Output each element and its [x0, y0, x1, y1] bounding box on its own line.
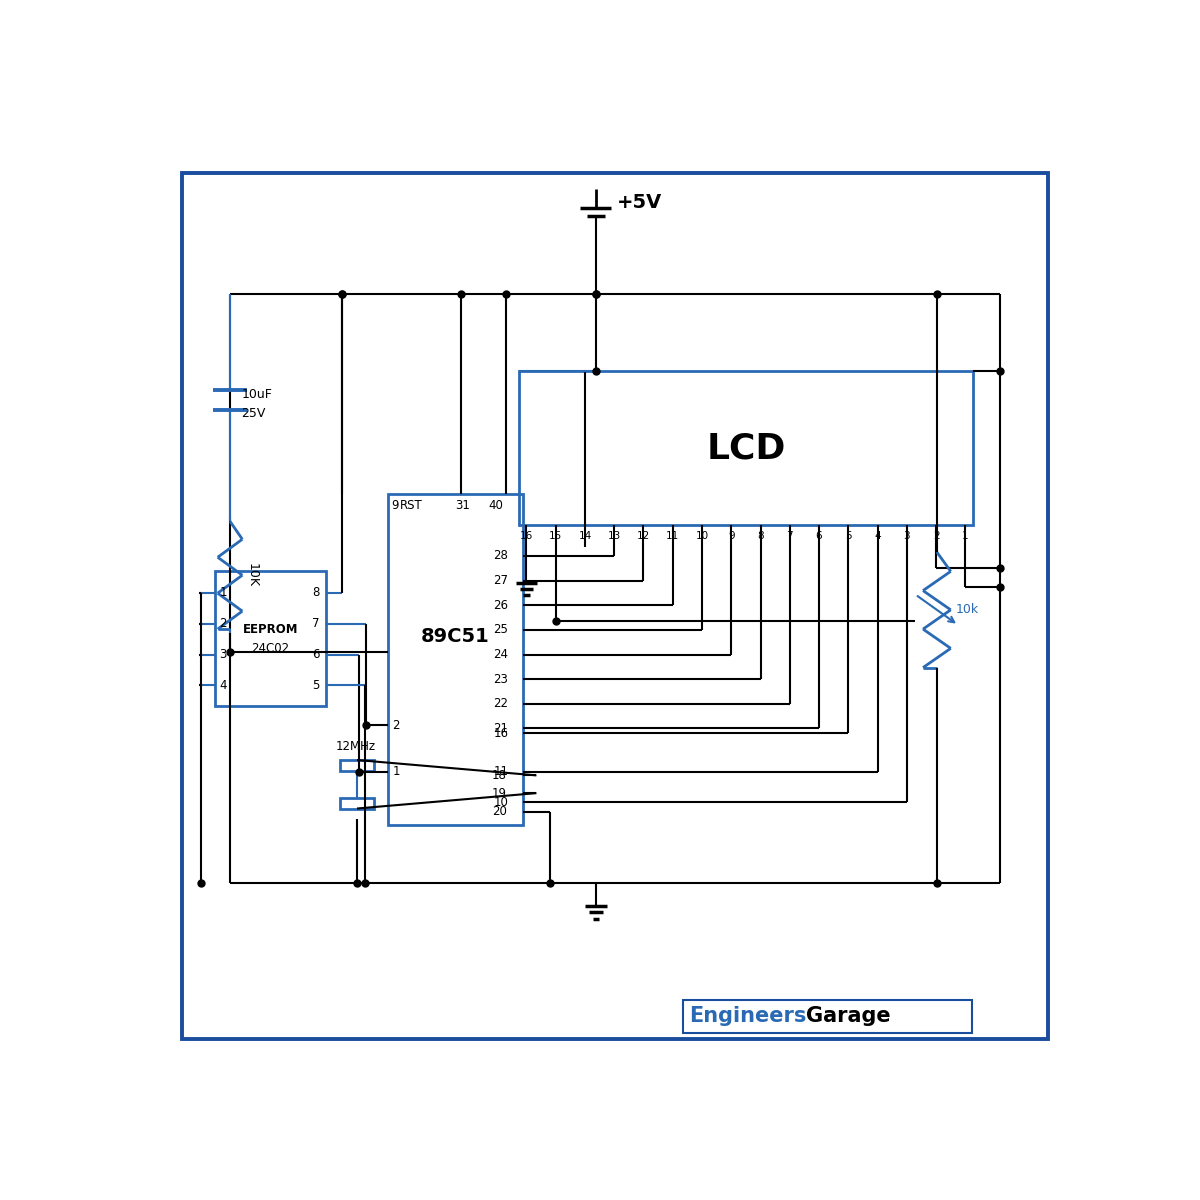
Text: 6: 6 — [312, 648, 320, 661]
Text: 27: 27 — [493, 574, 509, 587]
Text: 10K: 10K — [246, 563, 258, 587]
Text: 12MHz: 12MHz — [336, 739, 376, 752]
Text: 1: 1 — [962, 530, 968, 541]
Text: EEPROM: EEPROM — [242, 623, 298, 636]
Text: 5: 5 — [845, 530, 852, 541]
Text: 16: 16 — [520, 530, 533, 541]
Text: 25: 25 — [493, 623, 509, 636]
Text: 31: 31 — [456, 499, 470, 511]
Text: 14: 14 — [578, 530, 592, 541]
Text: 26: 26 — [493, 599, 509, 612]
Text: 9: 9 — [728, 530, 734, 541]
Text: RST: RST — [400, 499, 422, 511]
Text: 19: 19 — [492, 787, 506, 799]
Text: 2: 2 — [932, 530, 940, 541]
Text: 11: 11 — [666, 530, 679, 541]
Text: 13: 13 — [607, 530, 620, 541]
Text: 12: 12 — [637, 530, 650, 541]
Bar — [340, 760, 374, 770]
Text: 11: 11 — [493, 766, 509, 778]
Text: 40: 40 — [488, 499, 503, 511]
Text: Engineers: Engineers — [689, 1007, 806, 1026]
Text: 20: 20 — [492, 805, 506, 818]
Text: 24: 24 — [493, 648, 509, 661]
Text: 24C02: 24C02 — [251, 642, 289, 655]
Text: 2: 2 — [220, 617, 227, 630]
Bar — [683, 1001, 972, 1032]
Text: 28: 28 — [493, 550, 509, 563]
Bar — [215, 571, 326, 706]
Text: 16: 16 — [493, 726, 509, 739]
Text: 3: 3 — [904, 530, 910, 541]
Text: 25V: 25V — [241, 407, 266, 420]
Text: 22: 22 — [493, 697, 509, 710]
Text: 89C51: 89C51 — [421, 628, 490, 647]
Text: 3: 3 — [220, 648, 227, 661]
Text: 2: 2 — [392, 719, 400, 732]
Text: 10: 10 — [493, 796, 509, 809]
Text: 21: 21 — [493, 722, 509, 734]
Bar — [518, 371, 973, 526]
Bar — [388, 494, 523, 826]
Text: 10: 10 — [696, 530, 708, 541]
Text: Garage: Garage — [806, 1007, 890, 1026]
Text: 4: 4 — [875, 530, 881, 541]
Text: 10k: 10k — [955, 604, 978, 617]
Text: 18: 18 — [492, 769, 506, 782]
Text: LCD: LCD — [707, 431, 786, 466]
Text: 10uF: 10uF — [241, 388, 272, 401]
Text: 9: 9 — [391, 499, 400, 511]
Text: 1: 1 — [220, 587, 227, 600]
Text: 1: 1 — [392, 766, 400, 778]
Text: 7: 7 — [312, 617, 320, 630]
Text: +5V: +5V — [617, 193, 662, 212]
Text: 7: 7 — [786, 530, 793, 541]
Text: 5: 5 — [312, 679, 319, 692]
Text: 6: 6 — [816, 530, 822, 541]
Text: 4: 4 — [220, 679, 227, 692]
Text: 8: 8 — [312, 587, 319, 600]
Bar — [340, 798, 374, 809]
Text: 15: 15 — [550, 530, 563, 541]
Text: 23: 23 — [493, 673, 509, 685]
Text: 8: 8 — [757, 530, 764, 541]
